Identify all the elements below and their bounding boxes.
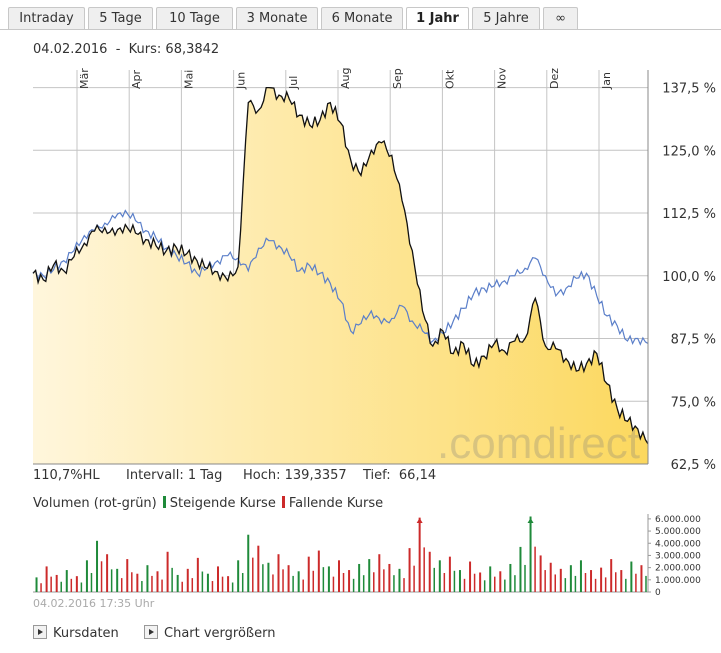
x-tick-label: Dez — [548, 68, 561, 89]
price-area-fill — [33, 87, 648, 464]
headline-date: 04.02.2016 — [33, 42, 108, 57]
play-arrow-icon — [144, 625, 158, 639]
chart-enlarge-link[interactable]: Chart vergrößern — [144, 625, 275, 641]
timestamp: 04.02.2016 17:35 Uhr — [33, 597, 155, 610]
volume-tick-label: 0 — [655, 588, 661, 598]
play-arrow-icon — [33, 625, 47, 639]
volume-tick-label: 5.000.000 — [655, 527, 701, 537]
period-tabs: Intraday 5 Tage 10 Tage 3 Monate 6 Monat… — [0, 0, 721, 30]
x-tick-label: Mär — [78, 68, 91, 89]
tab-5-jahre[interactable]: 5 Jahre — [472, 7, 540, 29]
y-tick-label: 137,5 % — [662, 82, 716, 97]
volume-tick-label: 3.000.000 — [655, 551, 701, 561]
tab-6-monate[interactable]: 6 Monate — [321, 7, 403, 29]
headline-price: Kurs: 68,3842 — [128, 42, 220, 57]
x-tick-label: Mai — [182, 70, 195, 89]
price-headline: 04.02.2016 - Kurs: 68,3842 — [33, 42, 219, 57]
tab-3-monate[interactable]: 3 Monate — [236, 7, 318, 29]
y-tick-label: 87,5 % — [671, 333, 716, 348]
y-tick-label: 62,5 % — [671, 458, 716, 473]
y-tick-label: 100,0 % — [662, 270, 716, 285]
kursdaten-link[interactable]: Kursdaten — [33, 625, 119, 641]
volume-tick-label: 6.000.000 — [655, 515, 701, 525]
volume-chart: 6.000.000 5.000.000 4.000.000 3.000.000 2.00… — [33, 514, 701, 598]
price-line — [32, 86, 649, 445]
x-tick-label: Jan — [600, 72, 613, 90]
rising-marker — [162, 496, 166, 508]
tab-intraday[interactable]: Intraday — [8, 7, 85, 29]
comdirect-watermark: .comdirect — [437, 419, 640, 468]
volume-tick-label: 4.000.000 — [655, 539, 701, 549]
headline-separator: - — [115, 42, 121, 57]
volume-legend-title: Volumen (rot-grün) — [33, 496, 157, 511]
volume-overflow-arrow — [416, 518, 423, 523]
volume-legend-falling: Fallende Kurse — [288, 496, 384, 511]
x-tick-label: Aug — [339, 68, 352, 89]
tab-5-tage[interactable]: 5 Tage — [88, 7, 153, 29]
x-tick-label: Okt — [443, 69, 456, 89]
tab-10-tage[interactable]: 10 Tage — [156, 7, 233, 29]
benchmark-line — [32, 209, 649, 346]
volume-legend: Volumen (rot-grün) Steigende Kurse Fallend… — [33, 496, 383, 511]
volume-legend-rising: Steigende Kurse — [169, 496, 276, 511]
tab-1-jahr[interactable]: 1 Jahr — [406, 7, 469, 30]
volume-tick-label: 2.000.000 — [655, 564, 701, 574]
range-stat: 110,7%HL — [33, 468, 100, 483]
x-tick-label: Jul — [287, 76, 300, 90]
kursdaten-label: Kursdaten — [53, 626, 119, 641]
high-stat: Hoch: 139,3357 — [243, 468, 347, 483]
interval-stat: Intervall: 1 Tag — [126, 468, 223, 483]
price-axes: 137,5 % 125,0 % 112,5 % 100,0 % 87,5 % 75,0 %… — [33, 67, 716, 473]
low-stat: Tief: 66,14 — [363, 468, 437, 483]
volume-tick-label: 1.000.000 — [655, 576, 701, 586]
chart-enlarge-label: Chart vergrößern — [164, 626, 276, 641]
volume-overflow-arrow — [527, 518, 534, 523]
tab-max[interactable]: ∞ — [543, 7, 578, 29]
x-tick-label: Apr — [130, 69, 143, 89]
y-tick-label: 125,0 % — [662, 144, 716, 159]
y-tick-label: 75,0 % — [671, 395, 716, 410]
x-tick-label: Sep — [391, 68, 404, 89]
y-tick-label: 112,5 % — [662, 207, 716, 222]
x-tick-label: Jun — [235, 72, 248, 90]
x-tick-label: Nov — [496, 67, 509, 89]
tab-divider — [0, 29, 721, 30]
falling-marker — [281, 496, 285, 508]
